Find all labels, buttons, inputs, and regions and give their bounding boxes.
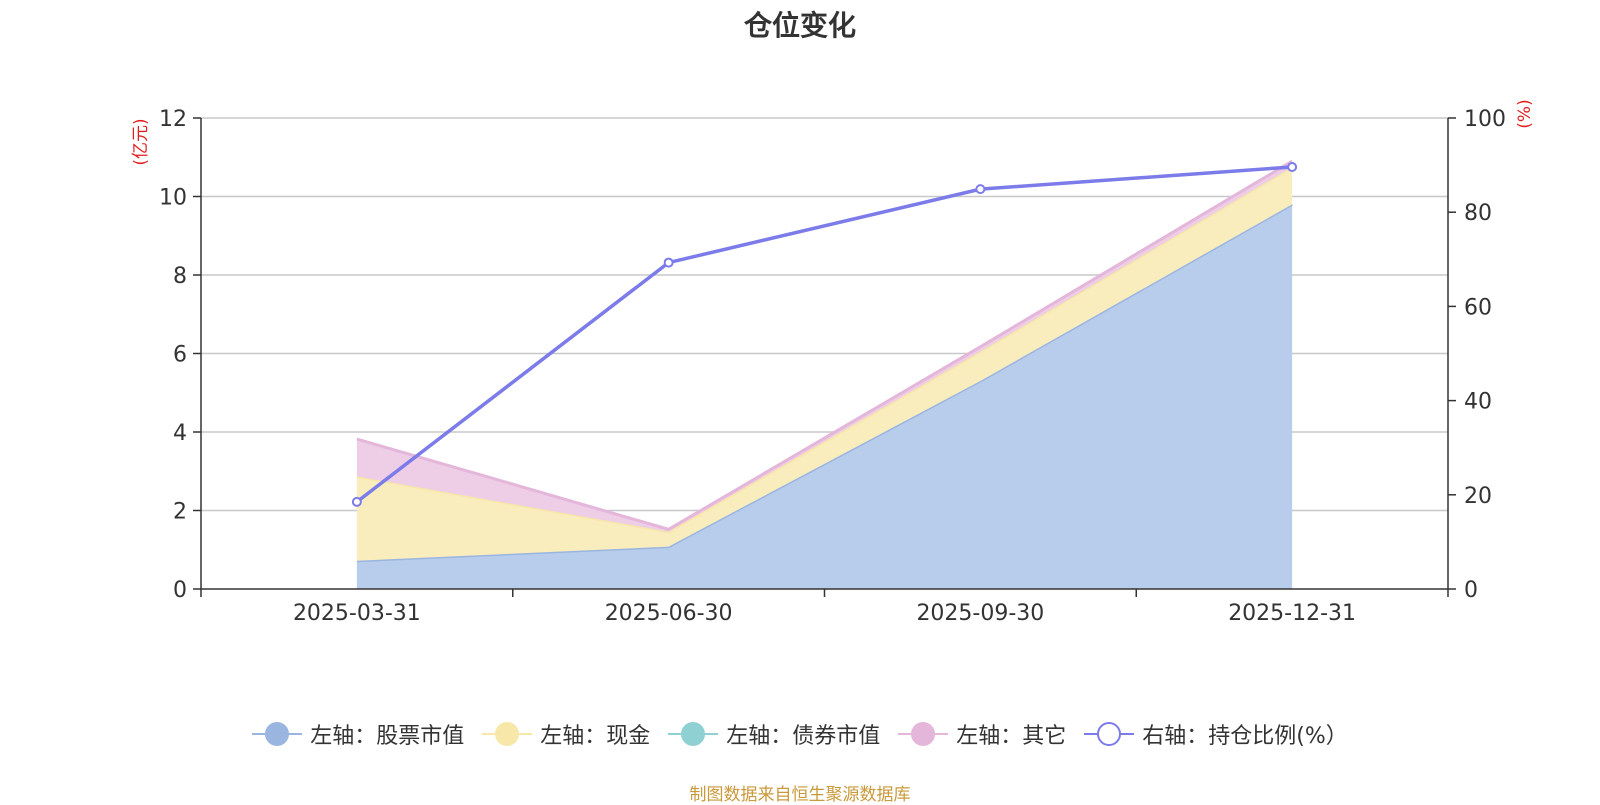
legend-swatch [668,719,719,749]
chart-title: 仓位变化 [743,9,856,42]
legend-item[interactable]: 左轴：现金 [482,718,650,750]
legend-label: 左轴：债券市值 [726,724,881,749]
ratio-point [975,184,986,195]
right-axis-unit: (%) [1515,99,1535,128]
ratio-point [1287,161,1298,172]
legend-item[interactable]: 左轴：其它 [898,718,1066,750]
legend-item[interactable]: 左轴：债券市值 [668,718,880,750]
legend-swatch [898,719,949,749]
right-tick-label: 60 [1464,295,1492,320]
left-tick-label: 4 [173,421,187,446]
legend-swatch [1084,719,1135,749]
legend-label: 左轴：其它 [956,724,1067,749]
left-tick-label: 12 [159,107,187,132]
right-tick-label: 100 [1464,107,1506,132]
legend-label: 左轴：现金 [540,724,651,749]
left-tick-label: 6 [173,343,187,368]
area-edge-3 [356,159,1293,531]
area-0 [356,204,1293,589]
left-axis-unit: (亿元) [131,118,151,165]
x-tick-label: 2025-03-31 [293,601,421,626]
left-tick-label: 0 [173,578,187,603]
axes: 0 2 4 6 8 10 12 0 20 40 60 80 100 2025-03-31 2025-06-3… [131,99,1535,626]
legend-swatch [482,719,533,749]
legend-label: 右轴：持仓比例(%） [1142,724,1348,749]
left-tick-label: 8 [173,264,187,289]
source-note: 制图数据来自恒生聚源数据库 [689,785,911,805]
area-edge-1 [356,165,1293,534]
right-tick-label: 80 [1464,201,1492,226]
right-tick-label: 20 [1464,484,1492,509]
line-markers [351,161,1298,507]
left-tick-label: 10 [159,186,187,211]
area-1 [356,167,1293,561]
legend-item[interactable]: 右轴：持仓比例(%） [1084,718,1348,750]
right-tick-label: 0 [1464,578,1478,603]
series-lines [355,165,1293,504]
legend-swatch [252,719,303,749]
stacked-areas [356,159,1293,589]
right-tick-label: 40 [1464,390,1492,415]
x-tick-label: 2025-06-30 [605,601,733,626]
legend-label: 左轴：股票市值 [310,724,465,749]
ratio-line [355,165,1293,504]
x-tick-label: 2025-12-31 [1228,601,1356,626]
legend: 左轴：股票市值 左轴：现金 左轴：债券市值 左轴：其它 右轴：持仓比例(%） [0,718,1600,750]
ratio-point [351,496,362,507]
ratio-point [663,257,674,268]
left-tick-label: 2 [173,500,187,525]
legend-item[interactable]: 左轴：股票市值 [252,718,464,750]
x-tick-label: 2025-09-30 [916,601,1044,626]
